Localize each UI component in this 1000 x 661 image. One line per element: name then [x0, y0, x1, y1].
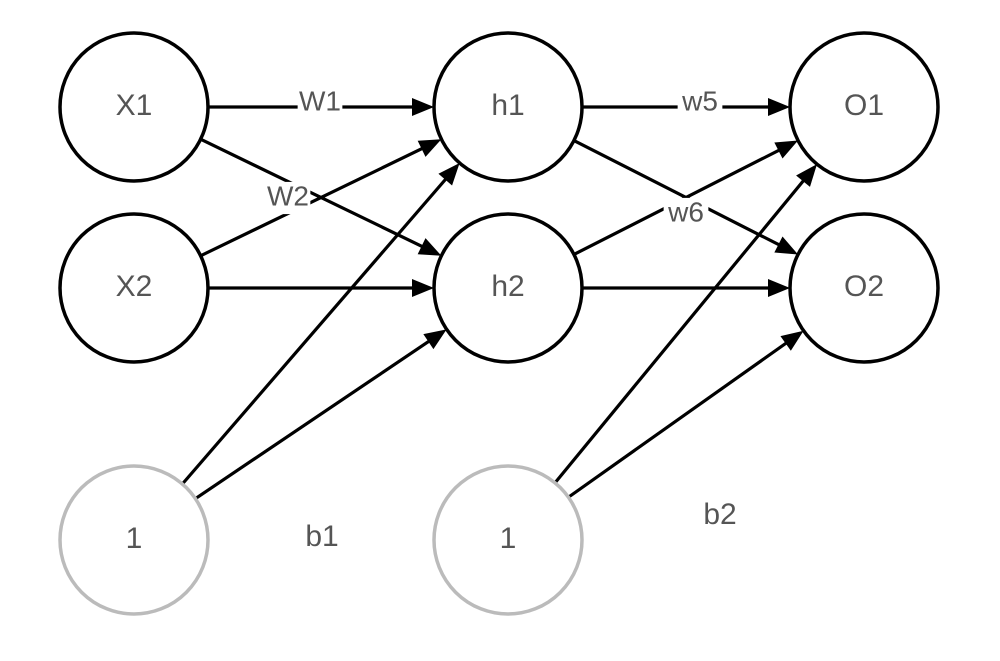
edge-label-W2: W2	[267, 180, 309, 211]
arrowhead-h1-O1	[768, 98, 790, 116]
nodes-layer: X1 X2 1 h1 h2 1 O1 O2	[60, 33, 938, 614]
edge-label-w5: w5	[681, 85, 718, 116]
arrowhead-X1-h1	[412, 98, 434, 116]
edge-label-W1: W1	[299, 85, 341, 116]
edge-label-w6: w6	[667, 196, 704, 227]
node-label-X1: X1	[116, 89, 153, 122]
arrowhead-h2-O2	[768, 279, 790, 297]
node-label-Bm: 1	[500, 522, 517, 555]
node-label-h1: h1	[491, 89, 524, 122]
arrowhead-X2-h2	[412, 279, 434, 297]
labels-layer: W1 W2 w5 w6 b1 b2	[266, 85, 737, 553]
node-label-O2: O2	[844, 270, 884, 303]
edge-B1-h2	[195, 337, 435, 499]
node-label-O1: O1	[844, 89, 884, 122]
edge-B1-h1	[182, 173, 451, 484]
edge-h1-O2	[574, 141, 786, 249]
node-label-B1: 1	[126, 522, 143, 555]
bias-label-b1: b1	[305, 520, 338, 553]
arrowhead-Bm-O2	[780, 331, 803, 351]
edge-Bm-O2	[568, 338, 792, 497]
arrowhead-B1-h2	[423, 329, 446, 349]
edge-X1-h2	[201, 139, 430, 250]
neural-network-diagram: X1 X2 1 h1 h2 1 O1 O2 W1 W2 w5 w6 b1 b2	[0, 0, 1000, 661]
node-label-X2: X2	[116, 270, 153, 303]
node-label-h2: h2	[491, 270, 524, 303]
bias-label-b2: b2	[703, 498, 736, 531]
